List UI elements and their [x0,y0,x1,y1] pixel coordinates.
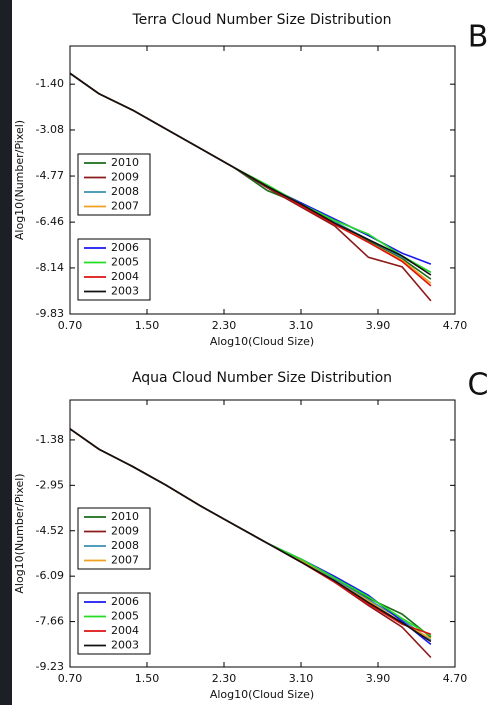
plot-frame [69,45,456,315]
y-tick-label: -4.52 [36,524,64,537]
legend-label: 2010 [111,510,139,523]
x-tick-label: 3.90 [366,319,391,332]
legend-label: 2009 [111,171,139,184]
x-tick-label: 3.10 [289,319,314,332]
x-tick-label: 3.10 [289,672,314,685]
x-tick-label: 4.70 [443,672,468,685]
legend-box [77,592,151,655]
legend-label: 2006 [111,595,139,608]
y-tick-label: -6.46 [36,215,64,228]
legend-box [77,153,151,216]
chart-title: Aqua Cloud Number Size Distribution [132,370,392,386]
legend-label: 2006 [111,241,139,254]
chart-title: Terra Cloud Number Size Distribution [131,12,391,28]
legend-label: 2005 [111,610,139,623]
legend-label: 2004 [111,270,139,283]
legend-label: 2003 [111,639,139,652]
legend-label: 2010 [111,156,139,169]
y-tick-label: -1.40 [36,77,64,90]
x-tick-label: 2.30 [212,672,237,685]
x-tick-label: 2.30 [212,319,237,332]
series-line [69,72,432,276]
legend-box [77,238,151,301]
legend-label: 2005 [111,256,139,269]
y-tick-label: -4.77 [36,169,64,182]
x-tick-label: 4.70 [443,319,468,332]
y-tick-label: -7.66 [36,615,64,628]
y-tick-label: -6.09 [36,569,64,582]
y-tick-label: -9.83 [36,307,64,320]
legend-label: 2007 [111,200,139,213]
y-axis-label: Alog10(Number/Pixel) [13,473,26,593]
legend-label: 2004 [111,624,139,637]
series-line [69,428,432,643]
x-tick-label: 1.50 [135,319,160,332]
panel-label: B [468,20,489,55]
legend-label: 2007 [111,554,139,567]
y-tick-label: -1.38 [36,433,64,446]
x-tick-label: 0.70 [58,672,83,685]
legend-label: 2008 [111,185,139,198]
y-axis-label: Alog10(Number/Pixel) [13,120,26,240]
legend-box [77,507,151,570]
y-tick-label: -3.08 [36,123,64,136]
legend-label: 2009 [111,525,139,538]
panel-label: C [468,368,489,403]
x-tick-label: 0.70 [58,319,83,332]
legend-label: 2003 [111,285,139,298]
plot-frame [69,399,456,668]
legend-label: 2008 [111,539,139,552]
x-axis-label: Alog10(Cloud Size) [210,688,314,701]
y-tick-label: -2.95 [36,478,64,491]
x-tick-label: 1.50 [135,672,160,685]
y-tick-label: -9.23 [36,660,64,673]
y-tick-label: -8.14 [36,261,64,274]
x-axis-label: Alog10(Cloud Size) [210,335,314,348]
image-strip [0,0,12,705]
x-tick-label: 3.90 [366,672,391,685]
